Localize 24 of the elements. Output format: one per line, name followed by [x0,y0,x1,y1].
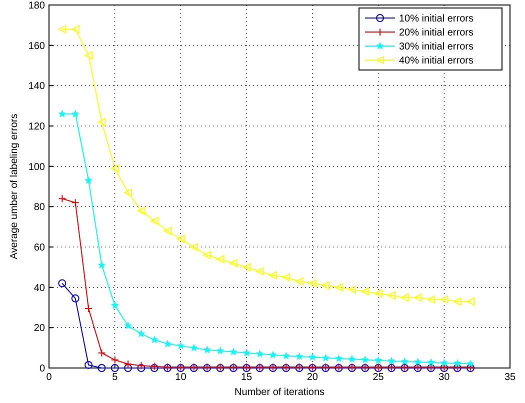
legend-label: 40% initial errors [399,56,474,66]
legend-label: 30% initial errors [399,42,474,52]
x-tick-label: 25 [372,372,384,383]
y-axis-title: Average umber of labeling errors [9,114,20,260]
y-tick-label: 160 [28,40,46,52]
legend-label: 10% initial errors [399,14,474,24]
y-tick-label: 40 [34,282,46,294]
y-tick-label: 180 [28,0,46,12]
x-tick-label: 0 [46,372,52,383]
x-tick-label: 35 [504,372,516,383]
x-axis-title: Number of iterations [234,387,325,398]
y-tick-label: 140 [28,81,46,92]
x-tick-label: 10 [175,372,187,383]
y-tick-label: 60 [34,242,46,254]
x-tick-label: 15 [241,372,253,383]
y-tick-label: 0 [39,364,46,374]
legend-label: 20% initial errors [399,28,474,38]
y-tick-label: 80 [34,202,46,214]
y-tick-label: 100 [28,162,46,173]
y-tick-label: 20 [34,323,46,334]
x-tick-label: 20 [306,372,318,383]
y-tick-label: 120 [28,122,46,132]
x-tick-label: 30 [438,372,450,383]
x-tick-label: 5 [112,372,118,383]
